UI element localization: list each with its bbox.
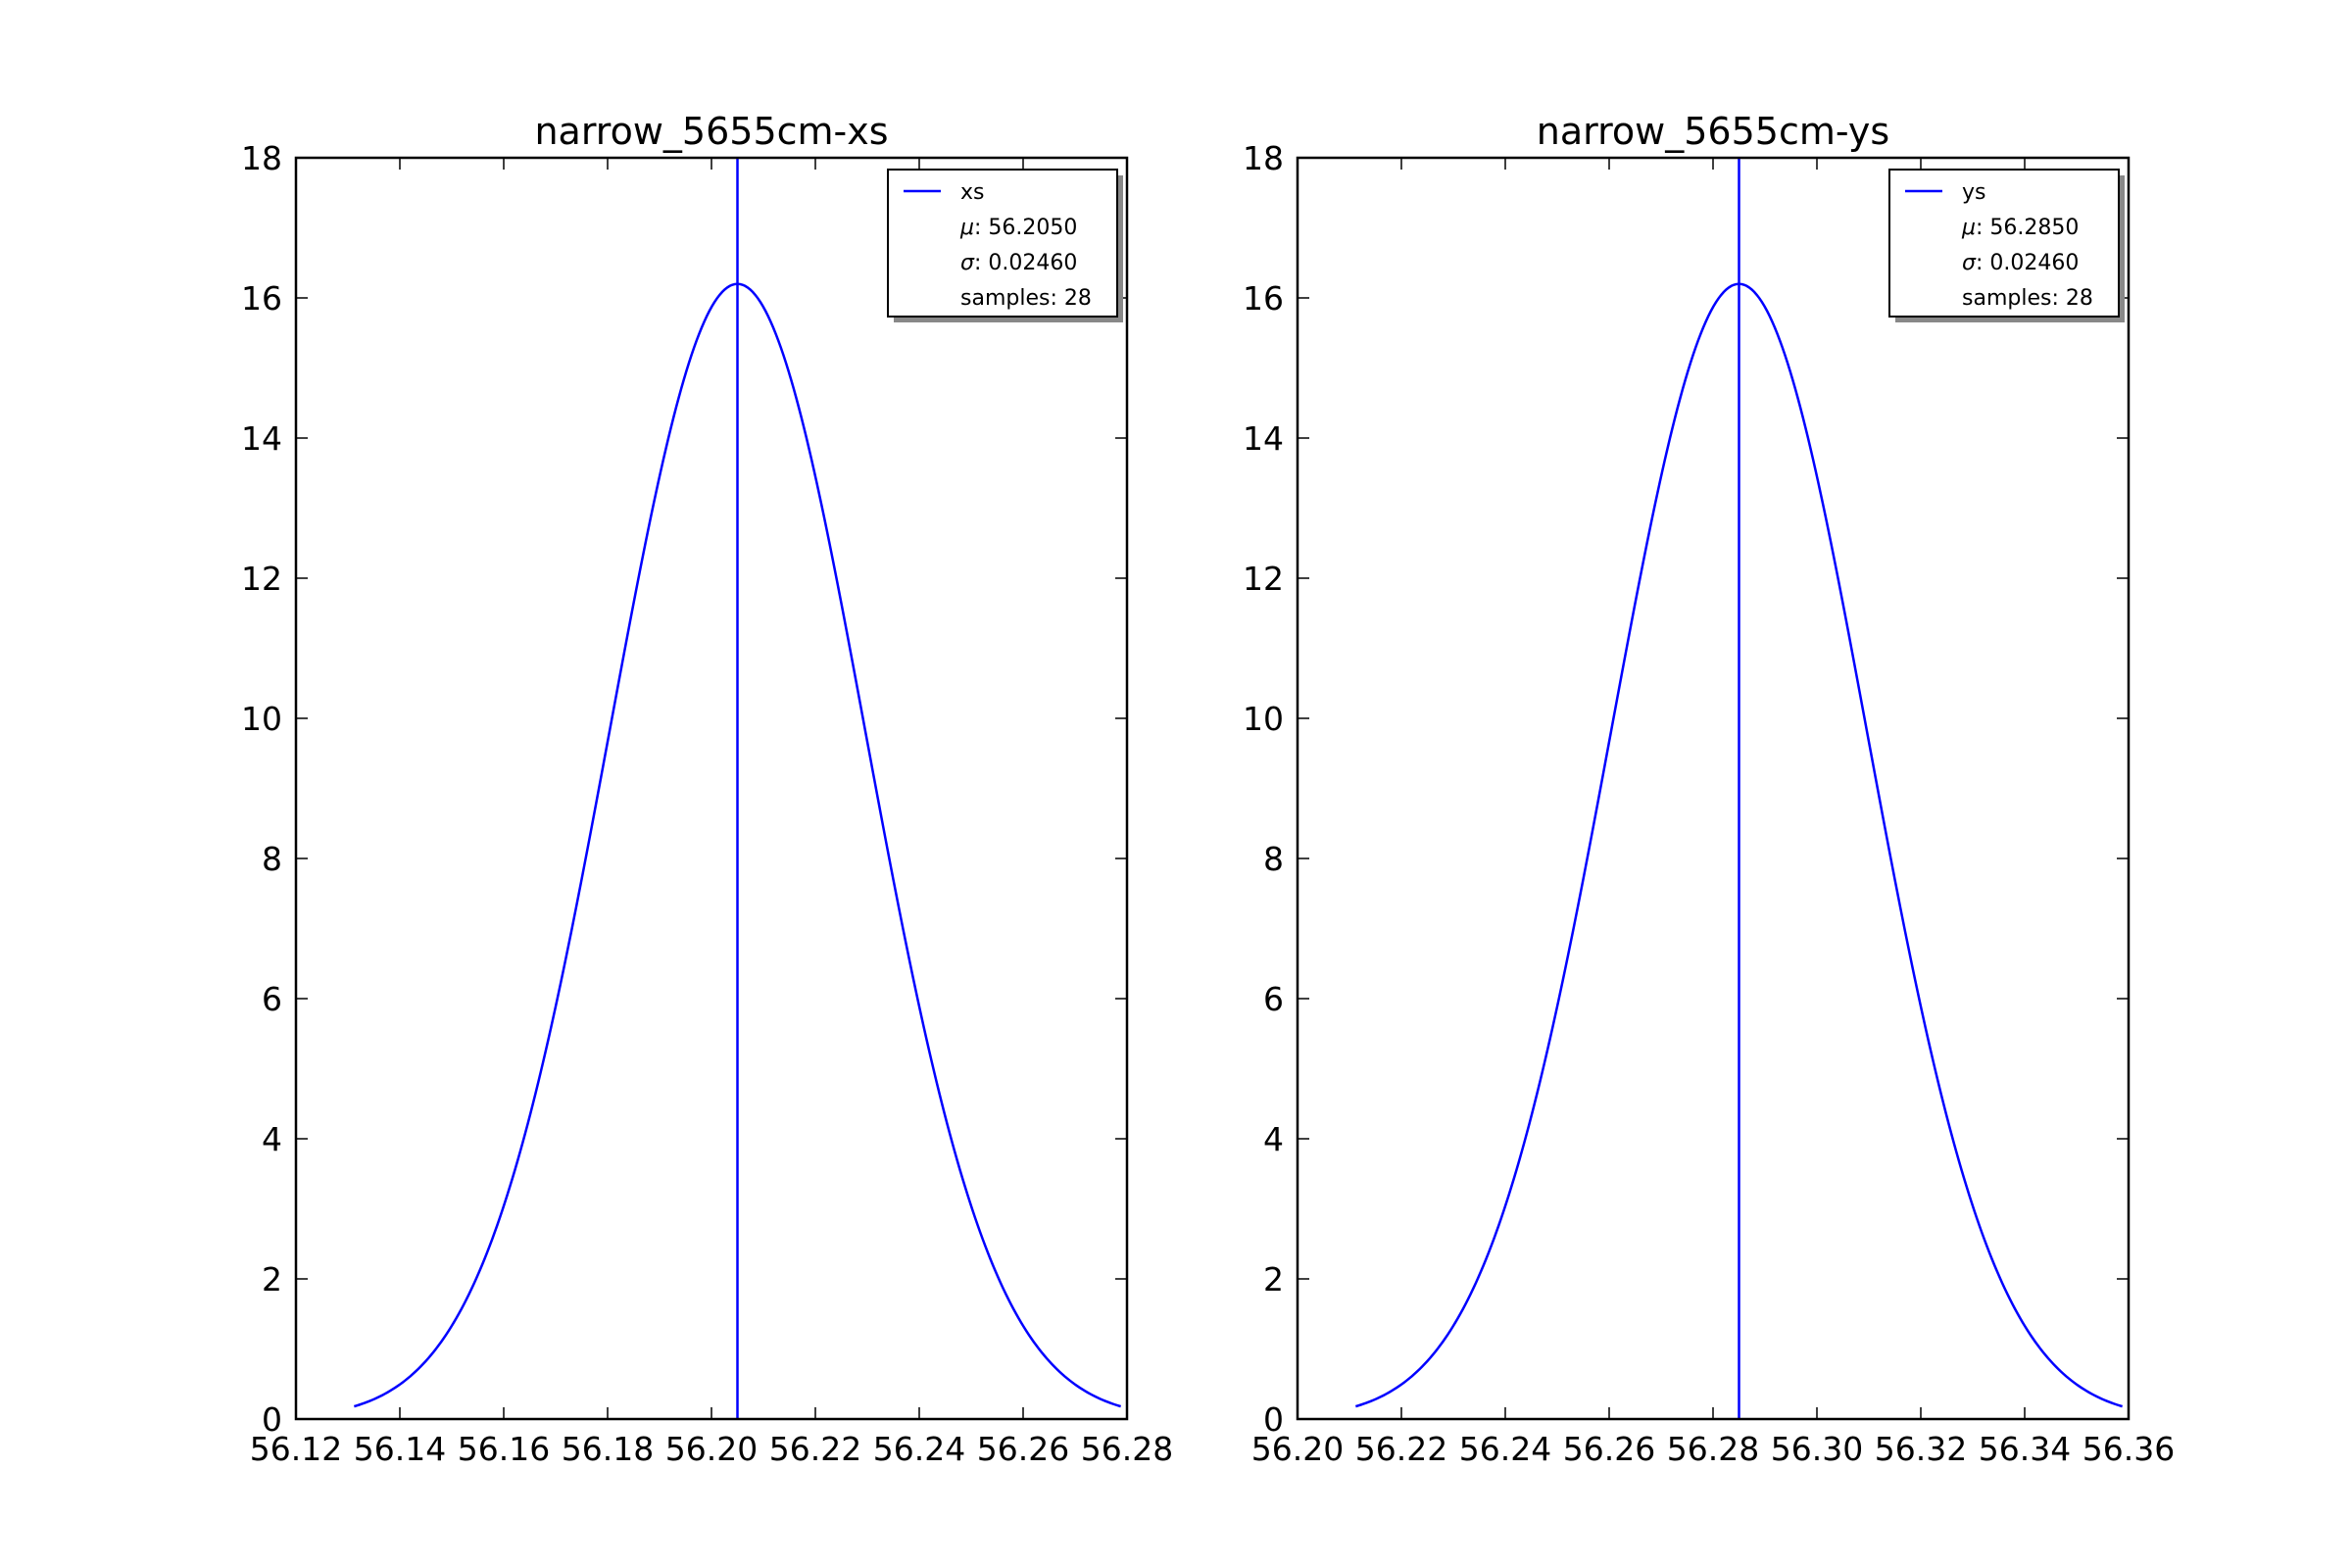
x-tick-label: 56.22 xyxy=(769,1430,861,1468)
x-tick-label: 56.32 xyxy=(1875,1430,1967,1468)
x-tick-label: 56.22 xyxy=(1355,1430,1447,1468)
x-tick-label: 56.12 xyxy=(250,1430,342,1468)
x-tick-label: 56.28 xyxy=(1667,1430,1759,1468)
legend-mu-value: 56.2050 xyxy=(988,216,1077,240)
legend-samples-row: samples: 28 xyxy=(1962,286,2093,311)
legend-samples-row: samples: 28 xyxy=(960,286,1092,311)
x-tick-label: 56.34 xyxy=(1979,1430,2071,1468)
y-tick-label: 10 xyxy=(1243,700,1284,738)
x-tick-label: 56.20 xyxy=(665,1430,758,1468)
y-tick-label: 2 xyxy=(262,1260,282,1298)
legend-sigma-row: σ: 0.02460 xyxy=(960,251,1077,275)
mu-symbol: μ xyxy=(959,216,974,240)
legend-mu-row: μ: 56.2050 xyxy=(959,216,1077,240)
x-tick-label: 56.16 xyxy=(458,1430,550,1468)
legend-series-label: xs xyxy=(960,180,984,205)
y-tick-label: 0 xyxy=(262,1400,282,1439)
legend-mu-value: 56.2850 xyxy=(1989,216,2079,240)
legend: ys μ: 56.2850 σ: 0.02460 samples: 28 xyxy=(1888,169,2125,322)
y-tick-label: 8 xyxy=(1263,840,1284,878)
chart-panel-2: narrow_5655cm-ys 56.20 56.22 56.24 56.26 56.2… xyxy=(1243,110,2175,1468)
x-tick-label: 56.20 xyxy=(1251,1430,1344,1468)
x-tick-label: 56.14 xyxy=(354,1430,446,1468)
x-tick-label: 56.30 xyxy=(1771,1430,1863,1468)
x-tick-label: 56.24 xyxy=(873,1430,965,1468)
y-tick-label: 14 xyxy=(1243,419,1284,458)
axes-frame xyxy=(1296,156,2131,1421)
chart-title: narrow_5655cm-xs xyxy=(534,110,888,153)
legend-box xyxy=(887,169,1118,318)
x-tick-label: 56.18 xyxy=(562,1430,654,1468)
y-tick-label: 16 xyxy=(1243,279,1284,318)
y-tick-label: 18 xyxy=(241,139,282,177)
x-tick-label: 56.26 xyxy=(977,1430,1069,1468)
legend-series-label: ys xyxy=(1962,180,1985,205)
y-tick-label: 12 xyxy=(241,560,282,598)
mu-symbol: μ xyxy=(1961,216,1976,240)
y-tick-label: 4 xyxy=(1263,1120,1284,1158)
legend-box xyxy=(1888,169,2120,318)
x-tick-label: 56.24 xyxy=(1459,1430,1551,1468)
legend-sigma-row: σ: 0.02460 xyxy=(1962,251,2079,275)
y-tick-label: 18 xyxy=(1243,139,1284,177)
y-tick-label: 12 xyxy=(1243,560,1284,598)
x-tick-label: 56.28 xyxy=(1081,1430,1173,1468)
chart-panel-1: narrow_5655cm-xs 56.12 56.14 56.16 56.18 56.2… xyxy=(241,110,1173,1468)
chart-title: narrow_5655cm-ys xyxy=(1537,110,1889,153)
y-tick-label: 0 xyxy=(1263,1400,1284,1439)
y-tick-label: 10 xyxy=(241,700,282,738)
y-tick-label: 16 xyxy=(241,279,282,318)
axes-frame xyxy=(294,156,1129,1421)
y-tick-label: 8 xyxy=(262,840,282,878)
legend-sigma-value: 0.02460 xyxy=(988,251,1077,275)
x-tick-label: 56.36 xyxy=(2082,1430,2175,1468)
x-tick-label: 56.26 xyxy=(1563,1430,1655,1468)
y-tick-label: 6 xyxy=(1263,980,1284,1018)
y-tick-label: 14 xyxy=(241,419,282,458)
y-tick-label: 2 xyxy=(1263,1260,1284,1298)
legend-sigma-value: 0.02460 xyxy=(1989,251,2079,275)
y-tick-label: 4 xyxy=(262,1120,282,1158)
y-tick-label: 6 xyxy=(262,980,282,1018)
legend: xs μ: 56.2050 σ: 0.02460 samples: 28 xyxy=(887,169,1123,322)
sigma-symbol: σ xyxy=(960,251,975,275)
sigma-symbol: σ xyxy=(1962,251,1977,275)
legend-mu-row: μ: 56.2850 xyxy=(1961,216,2079,240)
